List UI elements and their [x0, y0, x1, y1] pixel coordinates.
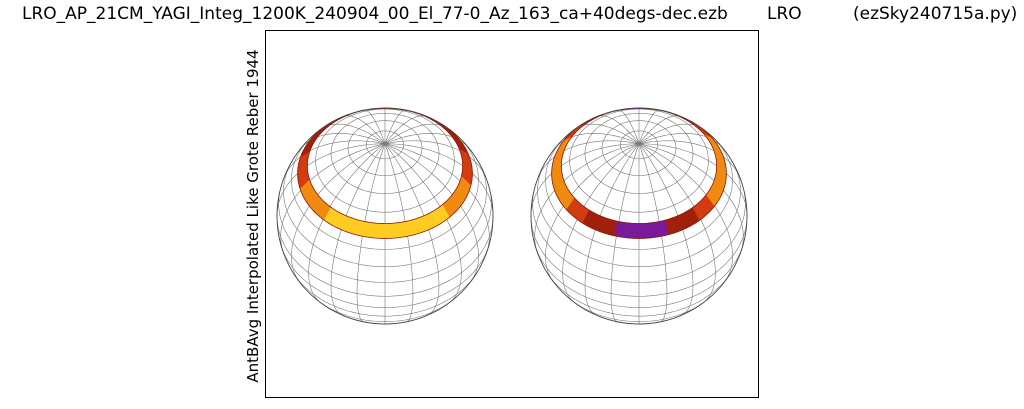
grid-meridian: [638, 115, 682, 144]
grid-meridian: [384, 143, 462, 302]
globe-limb: [276, 107, 494, 325]
grid-meridian: [384, 115, 428, 144]
grid-meridian: [638, 143, 747, 217]
grid-meridian: [638, 143, 733, 283]
grid-meridian: [342, 115, 386, 144]
grid-meridian: [638, 143, 716, 302]
dec-band-cell: [384, 223, 392, 239]
site-label: LRO: [767, 4, 802, 24]
grid-meridian: [277, 143, 386, 217]
grid-meridian: [384, 143, 414, 322]
dec-band-cell: [626, 222, 634, 239]
plot-filename-title: LRO_AP_21CM_YAGI_Integ_1200K_240904_00_E…: [22, 4, 728, 24]
grid-meridian: [384, 143, 440, 315]
globe-panel-1: [276, 107, 494, 325]
dec-band-cell: [632, 223, 640, 239]
grid-meridian: [356, 143, 386, 322]
grid-meridian: [537, 140, 640, 178]
grid-meridian: [618, 109, 640, 144]
grid-meridian: [283, 140, 386, 178]
dec-band-edge: [551, 122, 727, 239]
grid-meridian: [308, 143, 386, 302]
program-label: (ezSky240715a.py): [853, 4, 1018, 24]
dec-band-cell: [638, 223, 646, 239]
grid-meridian: [330, 143, 386, 315]
grid-meridian: [384, 140, 487, 178]
grid-meridian: [610, 143, 640, 322]
grid-meridian: [291, 143, 386, 283]
grid-meridian: [384, 143, 493, 217]
grid-meridian: [638, 140, 741, 178]
globe-panel-2: [530, 107, 748, 325]
grid-meridian: [384, 109, 406, 144]
dec-band-edge: [297, 122, 473, 239]
dec-band-cell: [372, 222, 380, 239]
grid-meridian: [545, 143, 640, 283]
grid-meridian: [638, 143, 668, 322]
grid-meridian: [531, 143, 640, 217]
dec-band-edge: [560, 108, 718, 224]
dec-band-cell: [378, 223, 386, 239]
grid-meridian: [384, 143, 479, 283]
grid-meridian: [638, 109, 660, 144]
grid-meridian: [584, 143, 640, 315]
dec-band-edge: [306, 108, 464, 224]
grid-meridian: [638, 143, 694, 315]
grid-meridian: [596, 115, 640, 144]
globe-limb: [530, 107, 748, 325]
plot-frame: [265, 30, 759, 398]
grid-meridian: [562, 143, 640, 302]
grid-meridian: [364, 109, 386, 144]
